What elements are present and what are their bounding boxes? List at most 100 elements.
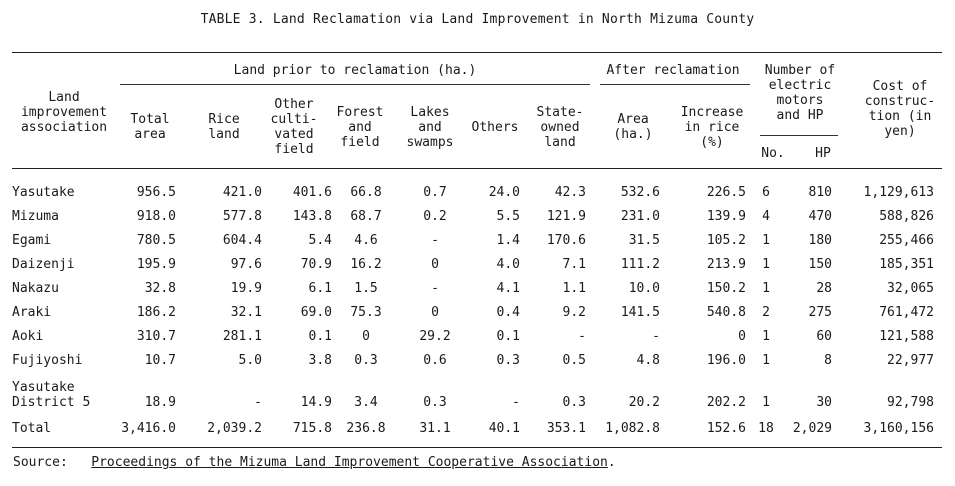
cell-rice-land: 5.0 <box>238 353 262 368</box>
cell-horsepower: 60 <box>816 329 832 344</box>
cell-other-field: 14.9 <box>300 395 332 410</box>
cell-construction-cost: 121,588 <box>879 329 934 344</box>
cell-construction-cost: 761,472 <box>879 305 934 320</box>
cell-rice-increase: 139.9 <box>706 209 746 224</box>
header-increase: Increase in rice (%) <box>680 105 744 150</box>
table-row: Mizuma 918.0 577.8 143.8 68.7 0.2 5.5 121.9 231.… <box>12 200 942 224</box>
cell-construction-cost: 32,065 <box>887 281 934 296</box>
cell-total-area: 918.0 <box>136 209 176 224</box>
total-row: Total 3,416.0 2,039.2 715.8 236.8 31.1 40.1 353… <box>12 410 942 436</box>
header-after-group: After reclamation <box>606 63 740 78</box>
association-name-line: Total <box>12 421 52 436</box>
data-table: Yasutake 956.5 421.0 401.6 66.8 0.7 24.0 42.3 53… <box>12 176 942 436</box>
cell-construction-cost: 255,466 <box>879 233 934 248</box>
cell-construction-cost: 3,160,156 <box>863 421 934 436</box>
cell-total-area: 18.9 <box>144 395 176 410</box>
motors-group-rule <box>760 135 838 136</box>
cell-others: 40.1 <box>488 421 520 436</box>
header-prior-group: Land prior to reclamation (ha.) <box>233 63 477 78</box>
association-name: Aoki <box>12 320 118 344</box>
cell-rice-land: 281.1 <box>222 329 262 344</box>
cell-other-field: 70.9 <box>300 257 332 272</box>
cell-forest-field: 16.2 <box>350 257 382 272</box>
cell-others: 0.1 <box>496 329 520 344</box>
cell-other-field: 715.8 <box>292 421 332 436</box>
association-name: Total <box>12 410 118 436</box>
cell-motor-count: 1 <box>762 281 770 296</box>
cell-after-area: 141.5 <box>620 305 660 320</box>
cell-rice-increase: 226.5 <box>706 185 746 200</box>
association-name-line: Araki <box>12 305 52 320</box>
cell-construction-cost: 92,798 <box>887 395 934 410</box>
cell-rice-land: - <box>254 395 262 410</box>
cell-other-field: 5.4 <box>308 233 332 248</box>
cell-state-owned: 9.2 <box>562 305 586 320</box>
cell-others: 4.0 <box>496 257 520 272</box>
header-state-owned: State-owned land <box>536 105 584 150</box>
cell-forest-field: 1.5 <box>354 281 378 296</box>
table-row: Nakazu 32.8 19.9 6.1 1.5 - 4.1 1.1 10.0 150.2 1 28 3… <box>12 272 942 296</box>
cell-other-field: 401.6 <box>292 185 332 200</box>
header-forest: Forest and field <box>336 105 384 150</box>
cell-motor-count: 1 <box>762 353 770 368</box>
header-area: Area (ha.) <box>613 112 653 142</box>
cell-rice-land: 604.4 <box>222 233 262 248</box>
cell-after-area: 10.0 <box>628 281 660 296</box>
cell-horsepower: 180 <box>808 233 832 248</box>
cell-after-area: 4.8 <box>636 353 660 368</box>
cell-rice-land: 97.6 <box>230 257 262 272</box>
cell-total-area: 310.7 <box>136 329 176 344</box>
prior-group-rule <box>120 84 590 85</box>
cell-horsepower: 30 <box>816 395 832 410</box>
cell-total-area: 186.2 <box>136 305 176 320</box>
cell-rice-land: 421.0 <box>222 185 262 200</box>
cell-state-owned: 353.1 <box>546 421 586 436</box>
cell-forest-field: 75.3 <box>350 305 382 320</box>
cell-lakes-swamps: 0.3 <box>423 395 447 410</box>
cell-after-area: 532.6 <box>620 185 660 200</box>
table-row: Yasutake 956.5 421.0 401.6 66.8 0.7 24.0 42.3 53… <box>12 176 942 200</box>
cell-forest-field: 68.7 <box>350 209 382 224</box>
header-association: Land improvement association <box>20 90 108 135</box>
association-name: Mizuma <box>12 200 118 224</box>
cell-motor-count: 1 <box>762 233 770 248</box>
table-row: Aoki 310.7 281.1 0.1 0 29.2 0.1 - - 0 1 60 121,588 <box>12 320 942 344</box>
cell-rice-increase: 0 <box>738 329 746 344</box>
cell-state-owned: 7.1 <box>562 257 586 272</box>
cell-lakes-swamps: - <box>431 281 439 296</box>
cell-motor-count: 1 <box>762 329 770 344</box>
cell-after-area: 31.5 <box>628 233 660 248</box>
header-others: Others <box>471 120 519 135</box>
cell-rice-increase: 105.2 <box>706 233 746 248</box>
cell-construction-cost: 185,351 <box>879 257 934 272</box>
cell-horsepower: 150 <box>808 257 832 272</box>
after-group-rule <box>600 84 750 85</box>
cell-motor-count: 1 <box>762 257 770 272</box>
table-row: Araki 186.2 32.1 69.0 75.3 0 0.4 9.2 141.5 540.8 2… <box>12 296 942 320</box>
cell-after-area: 231.0 <box>620 209 660 224</box>
cell-state-owned: 0.5 <box>562 353 586 368</box>
cell-motor-count: 2 <box>762 305 770 320</box>
association-name-line: Daizenji <box>12 257 75 272</box>
top-rule <box>12 52 942 53</box>
cell-rice-land: 577.8 <box>222 209 262 224</box>
cell-other-field: 0.1 <box>308 329 332 344</box>
cell-other-field: 69.0 <box>300 305 332 320</box>
cell-lakes-swamps: 0.7 <box>423 185 447 200</box>
cell-construction-cost: 1,129,613 <box>863 185 934 200</box>
table-row: Egami 780.5 604.4 5.4 4.6 - 1.4 170.6 31.5 105.2 1… <box>12 224 942 248</box>
cell-motor-count: 1 <box>762 395 770 410</box>
cell-forest-field: 0.3 <box>354 353 378 368</box>
header-bottom-rule <box>12 168 942 169</box>
cell-rice-land: 2,039.2 <box>207 421 262 436</box>
header-no: No. <box>761 146 785 161</box>
cell-others: - <box>512 395 520 410</box>
cell-other-field: 3.8 <box>308 353 332 368</box>
cell-after-area: 20.2 <box>628 395 660 410</box>
header-other-field: Other culti-vated field <box>270 97 318 157</box>
header-motors-group: Number of electric motors and HP <box>764 63 836 123</box>
header-total-area: Total area <box>130 112 170 142</box>
cell-total-area: 780.5 <box>136 233 176 248</box>
cell-horsepower: 275 <box>808 305 832 320</box>
cell-construction-cost: 588,826 <box>879 209 934 224</box>
